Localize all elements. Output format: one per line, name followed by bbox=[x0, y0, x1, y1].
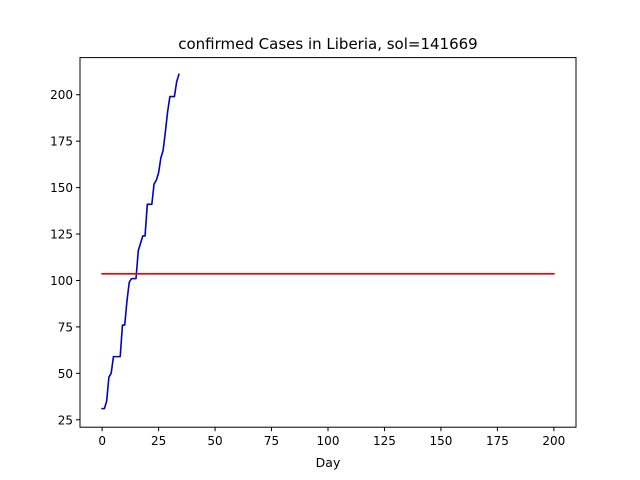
x-tick-label: 175 bbox=[486, 434, 509, 448]
x-tick-label: 150 bbox=[429, 434, 452, 448]
y-tick-label: 75 bbox=[58, 320, 73, 334]
series-layer bbox=[101, 73, 555, 410]
y-tick-label: 175 bbox=[50, 135, 73, 149]
plot-area bbox=[80, 57, 576, 428]
y-axis: 25 50 75 100 125 150 175 200 bbox=[50, 88, 80, 427]
x-tick-label: 100 bbox=[317, 434, 340, 448]
y-tick-label: 25 bbox=[58, 413, 73, 427]
y-tick-label: 200 bbox=[50, 88, 73, 102]
x-axis: 0 25 50 75 100 125 150 175 200 bbox=[98, 427, 565, 448]
y-tick-label: 100 bbox=[50, 274, 73, 288]
x-tick-label: 50 bbox=[207, 434, 222, 448]
x-axis-label: Day bbox=[316, 455, 341, 470]
x-tick-label: 0 bbox=[98, 434, 106, 448]
chart-title: confirmed Cases in Liberia, sol=141669 bbox=[178, 35, 477, 53]
y-tick-label: 125 bbox=[50, 228, 73, 242]
x-tick-label: 125 bbox=[373, 434, 396, 448]
y-tick-label: 50 bbox=[58, 367, 73, 381]
x-tick-label: 200 bbox=[542, 434, 565, 448]
series-line-1 bbox=[101, 73, 180, 410]
y-tick-label: 150 bbox=[50, 181, 73, 195]
x-tick-label: 75 bbox=[264, 434, 279, 448]
x-tick-label: 25 bbox=[151, 434, 166, 448]
